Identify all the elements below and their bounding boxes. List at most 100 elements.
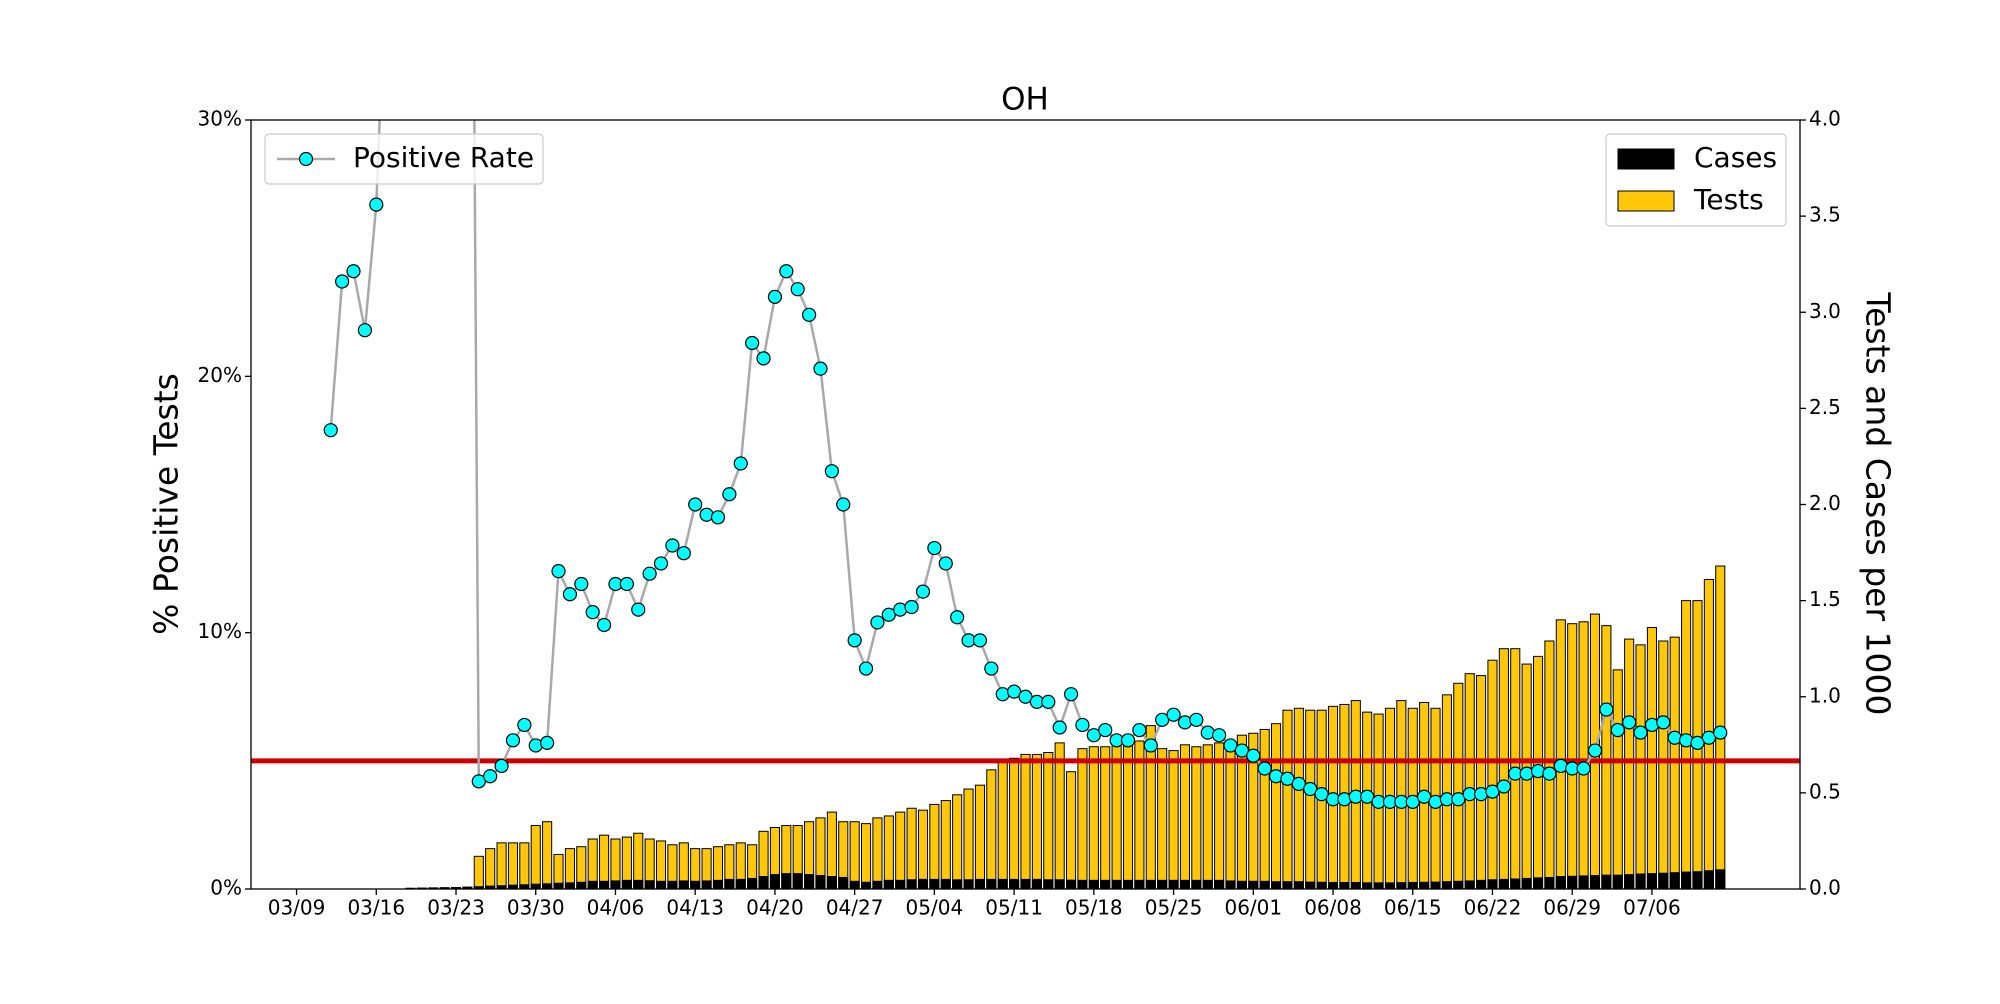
legend-label: Tests [1693, 183, 1764, 216]
bar [963, 788, 974, 889]
legend-swatch [1617, 148, 1675, 170]
bar [1066, 879, 1077, 889]
bar [849, 880, 860, 889]
bar [1168, 879, 1179, 889]
bar [1339, 881, 1350, 889]
x-tick-label: 03/30 [507, 896, 565, 920]
point [1473, 787, 1489, 802]
bar [986, 769, 997, 889]
bar [804, 821, 815, 889]
point [1132, 722, 1147, 738]
bar [1669, 872, 1680, 889]
point [1576, 761, 1591, 776]
bar [963, 879, 974, 889]
bar [1589, 875, 1601, 889]
bar [1043, 879, 1054, 889]
bar [1031, 753, 1042, 889]
point [938, 556, 953, 571]
bar [1601, 874, 1612, 889]
point [1052, 720, 1067, 735]
bar [724, 878, 735, 889]
bar [974, 784, 985, 889]
bar [1271, 881, 1282, 889]
legend-marker [298, 151, 314, 167]
bar [1191, 879, 1202, 889]
bar [1521, 877, 1532, 889]
bar [1510, 878, 1521, 889]
bar [849, 821, 860, 889]
x-tick-label: 06/29 [1543, 896, 1601, 920]
bar [1111, 744, 1122, 889]
bar [1350, 881, 1361, 889]
point [1496, 779, 1511, 794]
bar [1236, 880, 1247, 889]
point [676, 546, 691, 561]
bar [1054, 742, 1065, 889]
point [1268, 769, 1284, 784]
point [984, 661, 999, 676]
bar [690, 880, 701, 889]
bar [997, 878, 1008, 889]
point [1200, 725, 1215, 740]
bar [1225, 880, 1236, 889]
bar [781, 873, 792, 889]
bar [1487, 879, 1498, 889]
point [562, 587, 578, 602]
bar [519, 842, 530, 889]
y2-tick-label: 3.0 [1809, 299, 1841, 323]
x-tick-label: 03/09 [268, 896, 326, 920]
bar [1282, 881, 1293, 889]
point [813, 361, 828, 376]
bar [553, 882, 564, 889]
bar [530, 825, 541, 889]
point [1098, 722, 1113, 738]
bar [1031, 878, 1042, 889]
point [1428, 794, 1443, 809]
bar [1168, 750, 1179, 889]
point [494, 758, 509, 774]
x-tick-label: 06/08 [1304, 896, 1362, 920]
bar [872, 817, 883, 889]
bar [1179, 879, 1191, 889]
bar [1578, 621, 1589, 889]
bar [564, 882, 575, 889]
point [1041, 694, 1056, 709]
point [1656, 715, 1671, 730]
bar [940, 800, 951, 889]
point [733, 456, 748, 471]
bar [974, 878, 985, 889]
x-tick-label: 06/22 [1464, 896, 1522, 920]
bar [895, 879, 906, 889]
point [847, 633, 862, 648]
bar [1419, 881, 1430, 889]
bar [883, 815, 894, 889]
bar [496, 885, 507, 889]
bar [1453, 880, 1464, 889]
y2-tick-label: 3.5 [1809, 203, 1841, 227]
y-tick-label: 20% [198, 363, 242, 387]
point [540, 735, 555, 750]
point [870, 615, 885, 630]
bar [1327, 881, 1339, 889]
bar [1658, 872, 1669, 889]
bar [1464, 880, 1475, 889]
point [950, 610, 965, 625]
point [1622, 715, 1637, 730]
point [574, 576, 589, 592]
bar [587, 880, 598, 889]
bar [1555, 876, 1566, 889]
bar [1009, 757, 1020, 889]
bar [1259, 728, 1270, 889]
bar [1157, 748, 1168, 889]
bar [655, 840, 667, 889]
bar [1612, 874, 1623, 889]
bar [1624, 874, 1635, 889]
bar [599, 880, 610, 889]
bar [815, 875, 826, 889]
bar [576, 881, 587, 889]
bar [1316, 881, 1327, 889]
bar [1498, 648, 1509, 889]
point [722, 487, 737, 502]
point [505, 733, 521, 748]
